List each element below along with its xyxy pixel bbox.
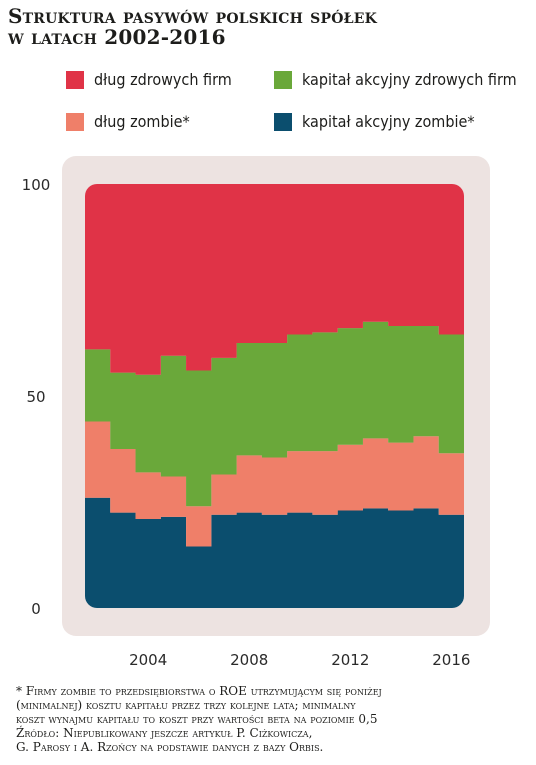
legend-swatch-healthy-debt	[66, 70, 84, 89]
footnote-line: (minimalnej) kosztu kapitału przez trzy …	[16, 698, 356, 712]
legend-label-healthy-equity: kapitał akcyjny zdrowych firm	[302, 70, 517, 89]
footnote-line: koszt wynajmu kapitału to koszt przy war…	[16, 712, 378, 726]
legend-label-healthy-debt: dług zdrowych firm	[94, 70, 232, 89]
x-tick-label: 2012	[331, 651, 369, 669]
stacked-step-area-chart: 100 50 0 2004 2008 2012 2016	[22, 156, 490, 669]
legend-label-zombie-debt: dług zombie*	[94, 112, 190, 131]
source-line: Źródło: Niepublikowany jeszcze artykuł P…	[16, 726, 313, 740]
title-line-1: Struktura pasywów polskich spółek	[8, 4, 377, 28]
legend-swatch-zombie-debt	[66, 112, 84, 131]
zombie-debt-area	[85, 421, 464, 547]
y-tick-label: 0	[31, 600, 41, 618]
healthy-equity-area	[85, 321, 464, 507]
y-tick-label: 100	[22, 176, 51, 194]
title-line-2: w latach 2002-2016	[8, 25, 226, 49]
zombie-equity-area	[85, 497, 464, 608]
footnote: * Firmy zombie to przedsiębiorstwa o ROE…	[16, 684, 531, 754]
plot-area	[85, 184, 464, 608]
legend-swatch-healthy-equity	[274, 70, 292, 89]
legend-swatch-zombie-equity	[274, 112, 292, 131]
y-tick-label: 50	[26, 388, 45, 406]
source-line: G. Parosy i A. Rzońcy na podstawie danyc…	[16, 740, 324, 754]
legend-label-zombie-equity: kapitał akcyjny zombie*	[302, 112, 475, 131]
legend: dług zdrowych firm kapitał akcyjny zdrow…	[40, 66, 530, 136]
chart-title: Struktura pasywów polskich spółek w lata…	[8, 6, 528, 48]
x-tick-label: 2008	[230, 651, 268, 669]
footnote-line: * Firmy zombie to przedsiębiorstwa o ROE…	[16, 684, 382, 698]
x-tick-label: 2004	[129, 651, 167, 669]
legend-item-zombie-debt: dług zombie*	[66, 112, 190, 131]
legend-item-healthy-equity: kapitał akcyjny zdrowych firm	[274, 70, 517, 89]
legend-item-zombie-equity: kapitał akcyjny zombie*	[274, 112, 475, 131]
legend-item-healthy-debt: dług zdrowych firm	[66, 70, 232, 89]
healthy-debt-area	[85, 184, 464, 375]
x-tick-label: 2016	[432, 651, 470, 669]
